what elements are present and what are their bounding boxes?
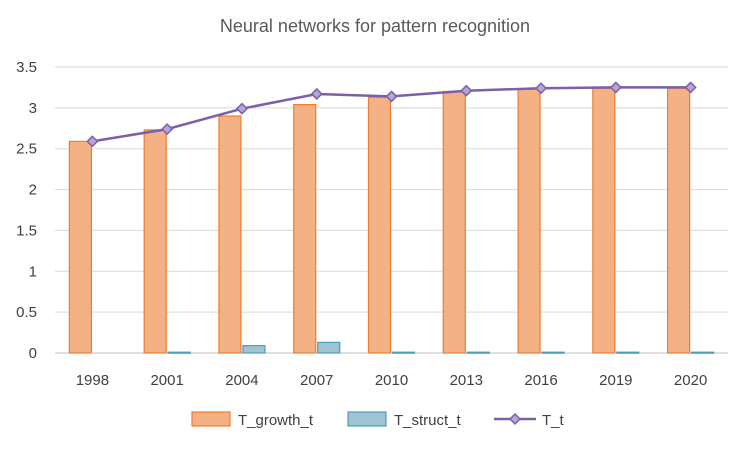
marker-t-t — [86, 135, 99, 148]
bar-t-struct — [167, 351, 191, 354]
y-tick-label: 0.5 — [16, 304, 37, 321]
legend-label-t-struct: T_struct_t — [394, 412, 462, 429]
y-tick-label: 2 — [29, 182, 37, 199]
legend-marker-t-t — [508, 412, 522, 426]
bar-t-growth — [592, 87, 616, 354]
bar-t-growth — [367, 96, 392, 354]
x-tick-label: 2001 — [150, 372, 183, 389]
bar-t-growth — [442, 90, 466, 354]
marker-t-t — [534, 82, 548, 95]
bar-t-struct — [691, 351, 715, 354]
x-tick-label: 2007 — [300, 372, 333, 389]
y-tick-label: 3.5 — [16, 59, 37, 76]
x-tick-label: 2013 — [450, 372, 483, 389]
legend-swatch-t-growth — [191, 411, 231, 427]
y-tick-label: 0 — [29, 345, 37, 362]
bar-t-struct — [466, 351, 490, 354]
y-tick-label: 2.5 — [16, 141, 37, 158]
x-tick-label: 1998 — [76, 372, 109, 389]
bar-t-growth — [293, 103, 317, 354]
legend-label-t-t: T_t — [542, 412, 565, 429]
x-tick-label: 2010 — [375, 372, 408, 389]
bar-t-growth — [143, 129, 167, 354]
x-tick-label: 2016 — [524, 372, 557, 389]
x-tick-label: 2004 — [225, 372, 258, 389]
y-tick-label: 1 — [29, 263, 37, 280]
bar-t-struct — [391, 351, 416, 354]
legend-swatch-t-struct — [347, 411, 387, 427]
marker-t-t — [235, 102, 249, 115]
x-tick-label: 2020 — [674, 372, 707, 389]
marker-t-t — [609, 81, 622, 94]
bar-t-growth — [667, 87, 691, 354]
bar-t-struct — [242, 345, 266, 354]
marker-t-t — [385, 90, 398, 103]
x-tick-label: 2019 — [599, 372, 632, 389]
marker-t-t — [684, 81, 697, 94]
bar-t-growth — [68, 140, 92, 354]
bar-t-growth — [218, 115, 242, 354]
marker-t-t — [161, 123, 174, 136]
legend-label-t-growth: T_growth_t — [238, 412, 314, 429]
bar-t-struct — [317, 341, 341, 354]
y-tick-label: 3 — [29, 100, 37, 117]
chart-title: Neural networks for pattern recognition — [219, 16, 531, 36]
marker-t-t — [310, 87, 323, 101]
bar-t-struct — [541, 351, 565, 354]
y-tick-label: 1.5 — [16, 222, 37, 239]
marker-t-t — [460, 84, 473, 97]
bar-t-growth — [517, 88, 541, 354]
bar-t-struct — [616, 351, 640, 354]
